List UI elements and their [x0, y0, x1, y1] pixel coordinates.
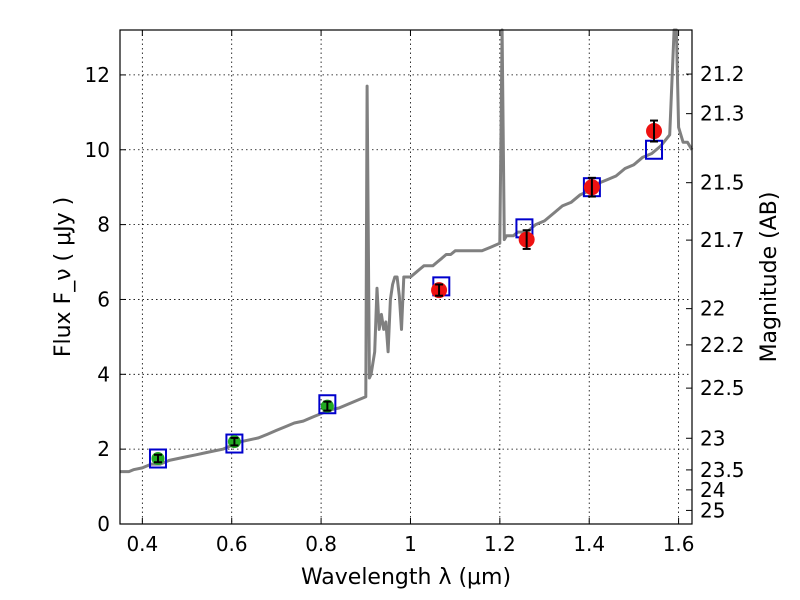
right-tick-label: 21.3	[700, 102, 745, 126]
right-tick-label: 21.2	[700, 62, 745, 86]
x-tick-label: 0.6	[216, 532, 248, 556]
model-photometry-square	[225, 433, 244, 454]
x-tick-label: 1	[404, 532, 417, 556]
x-axis-label: Wavelength λ (μm)	[301, 565, 511, 590]
x-tick-label: 0.8	[305, 532, 337, 556]
right-tick-label: 21.7	[700, 228, 745, 252]
right-tick-label: 22.5	[700, 376, 745, 400]
y-tick-label: 10	[85, 138, 110, 162]
right-tick-label: 22.2	[700, 333, 745, 357]
right-tick-label: 21.5	[700, 171, 745, 195]
right-tick-label: 25	[700, 498, 725, 522]
model-photometry-square	[148, 448, 167, 469]
right-tick-label: 23	[700, 426, 725, 450]
y-tick-label: 6	[97, 287, 110, 311]
model-photometry-square	[318, 394, 337, 415]
right-axis-label: Magnitude (AB)	[757, 192, 782, 363]
right-tick-label: 23.5	[700, 458, 745, 482]
x-tick-label: 1.6	[663, 532, 695, 556]
right-tick-label: 24	[700, 478, 725, 502]
x-tick-label: 0.4	[126, 532, 158, 556]
plot-frame	[119, 29, 693, 525]
x-tick-label: 1.2	[484, 532, 516, 556]
y-tick-label: 0	[97, 512, 110, 536]
x-tick-label: 1.4	[573, 532, 605, 556]
y-tick-label: 8	[97, 213, 110, 237]
y-tick-label: 2	[97, 437, 110, 461]
y-tick-label: 4	[97, 362, 110, 386]
y-tick-label: 12	[85, 63, 110, 87]
y-axis-label: Flux F_ν ( μJy )	[51, 197, 76, 357]
right-tick-label: 22	[700, 297, 725, 321]
series-layer	[120, 28, 694, 474]
